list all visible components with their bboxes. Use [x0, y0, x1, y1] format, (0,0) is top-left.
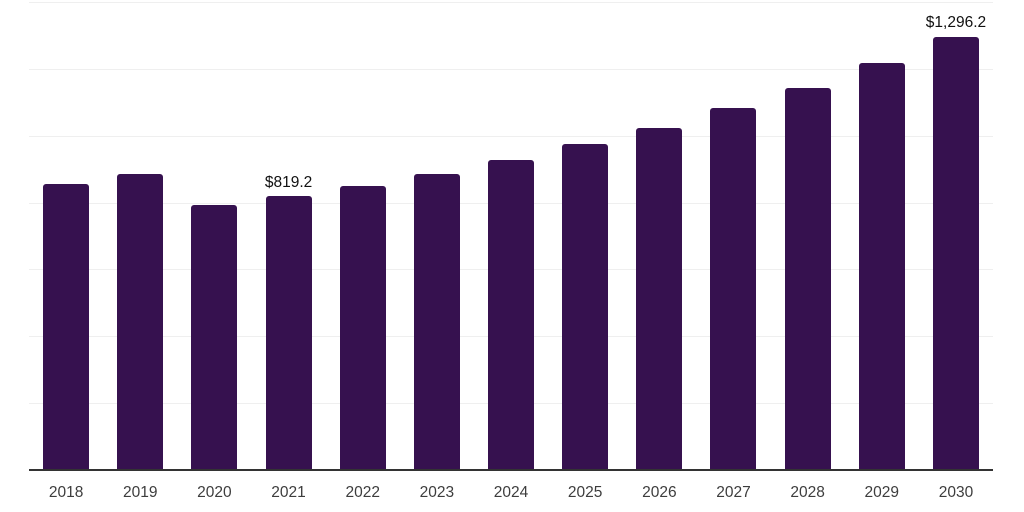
bar-column-2029 [845, 2, 919, 470]
value-label-2021: $819.2 [264, 173, 313, 191]
x-tick-label-2025: 2025 [567, 484, 603, 501]
x-tick-label-2026: 2026 [642, 484, 677, 501]
bar-column-2026 [622, 2, 696, 470]
bar-2019 [117, 173, 164, 470]
bar-column-2027 [696, 2, 770, 470]
x-axis-labels: 2018 2019 2020 2021 2022 2023 2024 2025 2026 2027… [29, 484, 993, 501]
gridline-1000 [29, 135, 993, 137]
bar-column-2024 [474, 2, 548, 470]
bar-2021 [265, 196, 312, 470]
value-label-2030: $1,296.2 [925, 14, 987, 32]
bar-2027 [710, 108, 757, 470]
x-tick-label-2022: 2022 [345, 484, 380, 501]
bar-2028 [784, 87, 831, 470]
bar-2025 [562, 144, 609, 470]
bar-column-2020 [177, 2, 251, 470]
bar-column-2019 [103, 2, 177, 470]
x-tick-label-2024: 2024 [493, 484, 529, 501]
bar-column-2028 [771, 2, 845, 470]
bar-2022 [339, 186, 386, 470]
x-tick-label-2021: 2021 [271, 484, 306, 501]
bar-column-2021: $819.2 [251, 2, 325, 470]
gridline-1200 [29, 68, 993, 70]
x-tick-label-2020: 2020 [197, 484, 232, 501]
bars-container: $819.2 $1,296.2 [29, 2, 993, 470]
x-tick-label-2018: 2018 [48, 484, 84, 501]
x-tick-label-2029: 2029 [864, 484, 900, 501]
bar-column-2030: $1,296.2 [919, 2, 993, 470]
bar-column-2023 [400, 2, 474, 470]
x-axis-line [29, 469, 993, 471]
bar-column-2018 [29, 2, 103, 470]
bar-2029 [858, 63, 905, 470]
bar-2018 [43, 183, 90, 470]
bar-2030 [932, 36, 979, 470]
bar-column-2025 [548, 2, 622, 470]
x-tick-label-2030: 2030 [938, 484, 974, 501]
bar-2023 [413, 173, 460, 470]
bar-2020 [191, 205, 238, 470]
bar-column-2022 [326, 2, 400, 470]
x-tick-label-2027: 2027 [716, 484, 751, 501]
gridline-1400 [29, 2, 993, 3]
bar-2024 [488, 160, 535, 470]
bar-2026 [636, 128, 683, 470]
x-tick-label-2019: 2019 [122, 484, 158, 501]
x-tick-label-2028: 2028 [790, 484, 825, 501]
x-tick-label-2023: 2023 [419, 484, 455, 501]
plot-area: $819.2 $1,296.2 [29, 2, 993, 471]
